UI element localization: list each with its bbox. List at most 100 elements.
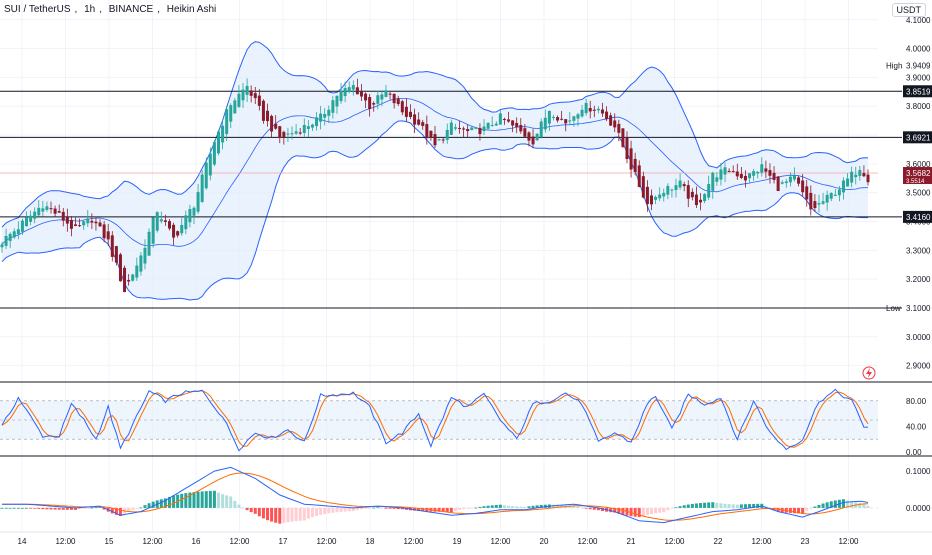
macd-histogram-bar: [866, 505, 870, 508]
candle-body: [821, 201, 825, 204]
candle-body: [772, 172, 776, 180]
macd-histogram-bar: [829, 501, 833, 508]
candle-body: [421, 122, 425, 126]
macd-histogram-bar: [249, 507, 253, 513]
macd-histogram-bar: [690, 503, 694, 508]
candle-body: [846, 178, 850, 187]
currency-button[interactable]: USDT: [891, 3, 926, 17]
candle-body: [572, 116, 576, 121]
candle-body: [739, 173, 743, 178]
stochastic-rsi-pane: [0, 388, 878, 452]
candle-body: [4, 235, 8, 246]
candle-body: [74, 224, 78, 226]
macd-histogram-bar: [147, 503, 151, 508]
candle-body: [229, 105, 233, 122]
candle-body: [670, 189, 674, 191]
macd-histogram-bar: [703, 502, 707, 508]
candle-body: [90, 220, 94, 223]
macd-histogram-bar: [270, 507, 274, 522]
macd-histogram-bar: [372, 507, 376, 509]
macd-histogram-bar: [225, 495, 229, 508]
macd-histogram-bar: [12, 507, 16, 509]
macd-histogram-bar: [392, 507, 396, 509]
horizontal-levels: [0, 90, 902, 309]
price-tick-label: 3.0000: [906, 333, 931, 342]
macd-histogram-bar: [257, 507, 261, 517]
candle-body: [82, 221, 86, 226]
candle-body: [551, 116, 555, 118]
candle-body: [376, 95, 380, 104]
macd-histogram-bar: [319, 507, 323, 515]
macd-histogram-bar: [253, 507, 257, 514]
candle-body: [384, 90, 388, 97]
macd-histogram-bar: [196, 491, 200, 508]
macd-histogram-bar: [421, 507, 425, 512]
candle-body: [310, 124, 314, 128]
macd-histogram-bar: [131, 507, 135, 510]
candle-body: [331, 100, 335, 113]
macd-histogram-bar: [57, 507, 61, 510]
candle-body: [425, 124, 429, 138]
macd-tick-label: 0.1000: [906, 467, 931, 476]
candle-body: [609, 115, 613, 126]
candle-body: [364, 93, 368, 101]
macd-histogram-bar: [217, 492, 220, 508]
candle-body: [278, 126, 282, 138]
macd-histogram-bar: [364, 507, 368, 509]
macd-histogram-bar: [723, 503, 727, 508]
macd-tick-label: 0.0000: [906, 504, 931, 513]
candle-body: [699, 199, 703, 203]
level-price-box: [903, 210, 932, 223]
macd-histogram-bar: [674, 507, 678, 509]
macd-histogram-bar: [494, 504, 498, 508]
lightning-icon[interactable]: [862, 366, 876, 380]
macd-histogram-bar: [466, 507, 470, 509]
candle-body: [355, 87, 359, 95]
price-labels: 3.8519 3.6921 3.4160 Low 3.1000 High 3.9409 3.5…: [886, 59, 932, 314]
candle-body: [433, 134, 437, 146]
candle-body: [41, 208, 45, 212]
candle-body: [110, 235, 114, 257]
macd-histogram-bar: [25, 507, 29, 509]
time-tick-label: 12:00: [55, 537, 76, 546]
macd-histogram-bar: [159, 499, 163, 508]
candle-body: [801, 180, 805, 193]
macd-histogram-bar: [629, 507, 633, 517]
stoch-k-line: [1, 388, 869, 452]
macd-histogram-bar: [474, 507, 478, 509]
macd-histogram-bar: [172, 495, 176, 508]
candle-body: [302, 124, 306, 134]
candle-body: [249, 90, 253, 96]
level-price-value: 3.4160: [906, 213, 931, 222]
macd-histogram-bar: [323, 507, 327, 514]
stoch-tick-label: 80.00: [906, 397, 927, 406]
macd-histogram-bar: [805, 507, 809, 511]
candle-body: [274, 123, 278, 129]
stoch-d-line: [1, 390, 869, 448]
candle-body: [694, 194, 698, 206]
symbol-name[interactable]: SUI / TetherUS: [4, 4, 71, 15]
macd-histogram-bar: [351, 507, 355, 512]
macd-histogram-bar: [833, 500, 837, 508]
candle-body: [86, 218, 90, 224]
current-price-value: 3.5682: [906, 169, 931, 178]
macd-histogram-bar: [388, 507, 392, 509]
macd-histogram-bar: [527, 506, 531, 508]
candle-body: [735, 171, 739, 177]
macd-histogram-bar: [801, 507, 805, 514]
chart-style-label[interactable]: Heikin Ashi: [166, 4, 217, 15]
time-tick-label: 17: [279, 537, 288, 546]
candle-body: [351, 85, 355, 90]
macd-histogram-bar: [229, 496, 233, 508]
stoch-tick-label: 0.00: [906, 448, 922, 457]
candle-body: [257, 95, 261, 106]
macd-histogram-bar: [617, 507, 621, 514]
candle-body: [69, 219, 73, 229]
candle-body: [16, 229, 20, 235]
interval-label[interactable]: 1h: [84, 4, 96, 15]
macd-histogram-bar: [294, 507, 298, 522]
macd-histogram-bar: [65, 507, 69, 510]
candle-body: [817, 203, 821, 205]
candle-body: [564, 119, 568, 124]
